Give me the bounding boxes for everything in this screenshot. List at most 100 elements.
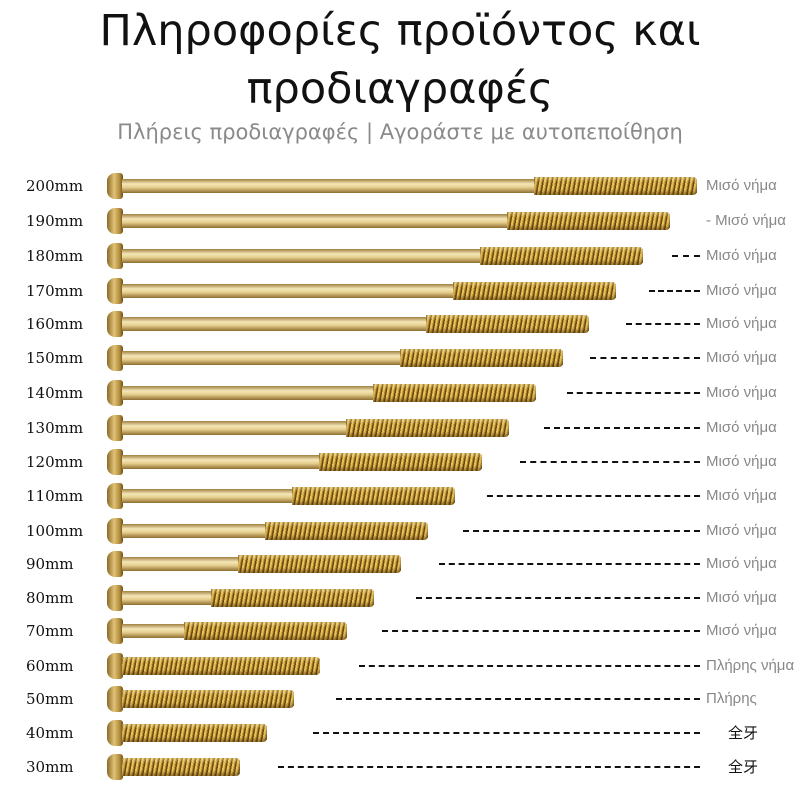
screw-head-icon bbox=[107, 585, 123, 611]
screw-thread bbox=[238, 555, 402, 573]
thread-type-label-word: Μισό bbox=[706, 384, 740, 401]
screw-thread bbox=[453, 282, 617, 300]
leader-line bbox=[439, 563, 700, 565]
screw-row: 120mm bbox=[0, 447, 800, 477]
screw-row: 200mm bbox=[0, 171, 800, 201]
screw-head-icon bbox=[107, 483, 123, 509]
screw-head-icon bbox=[107, 449, 123, 475]
thread-type-label-word: Μισό bbox=[706, 419, 740, 436]
size-label: 80mm bbox=[26, 589, 74, 607]
size-label: 70mm bbox=[26, 622, 74, 640]
thread-type-label: Πλήρης bbox=[706, 689, 757, 709]
thread-type-label: - Μισό νήμα bbox=[706, 211, 786, 231]
leader-line bbox=[463, 530, 700, 532]
thread-type-label-word: νήμα bbox=[743, 315, 777, 332]
screw-head-icon bbox=[107, 653, 123, 679]
thread-type-label-word: Πλήρης bbox=[706, 690, 757, 707]
thread-type-label-word: Μισό bbox=[706, 555, 740, 572]
screw-thread bbox=[534, 177, 697, 195]
leader-line bbox=[382, 630, 700, 632]
screw-head-icon bbox=[107, 208, 123, 234]
screw-thread bbox=[507, 212, 671, 230]
screw-head-icon bbox=[107, 311, 123, 337]
thread-type-label-word: νήμα bbox=[743, 622, 777, 639]
thread-type-label-word: νήμα bbox=[743, 555, 777, 572]
thread-type-label: Μισό νήμα bbox=[706, 521, 777, 541]
leader-line bbox=[567, 392, 700, 394]
thread-type-label: Μισό νήμα bbox=[706, 621, 777, 641]
screw-row: 80mm bbox=[0, 583, 800, 613]
screw-thread bbox=[345, 419, 509, 437]
thread-type-label-word: Μισό bbox=[706, 522, 740, 539]
screw-thread bbox=[318, 453, 482, 471]
thread-type-label-word: νήμα bbox=[743, 384, 777, 401]
size-label: 140mm bbox=[26, 384, 84, 402]
screw-row: 140mm bbox=[0, 378, 800, 408]
size-label: 90mm bbox=[26, 555, 74, 573]
subtitle: Πλήρεις προδιαγραφές | Αγοράστε με αυτοπ… bbox=[117, 120, 683, 144]
screw-row: 90mm bbox=[0, 549, 800, 579]
thread-type-label-word: νήμα bbox=[743, 282, 777, 299]
leader-line bbox=[672, 255, 700, 257]
screw-thread bbox=[291, 487, 455, 505]
thread-type-label-word: Μισό bbox=[706, 282, 740, 299]
screw-row: 50mm bbox=[0, 684, 800, 714]
screw-row: 130mm bbox=[0, 413, 800, 443]
thread-type-label: Μισό νήμα bbox=[706, 452, 777, 472]
thread-type-label-word: Μισό bbox=[706, 453, 740, 470]
thread-type-label: Μισό νήμα bbox=[706, 281, 777, 301]
leader-line bbox=[336, 698, 700, 700]
size-label: 120mm bbox=[26, 453, 84, 471]
screw-head-icon bbox=[107, 278, 123, 304]
thread-type-label: Μισό νήμα bbox=[706, 418, 777, 438]
screw-head-icon bbox=[107, 173, 123, 199]
thread-type-label: Μισό νήμα bbox=[706, 588, 777, 608]
screw-thread bbox=[480, 247, 644, 265]
size-label: 180mm bbox=[26, 247, 84, 265]
screw-head-icon bbox=[107, 243, 123, 269]
page-title-line-2: προδιαγραφές bbox=[246, 64, 554, 114]
size-label: 30mm bbox=[26, 758, 74, 776]
thread-type-label: Μισό νήμα bbox=[706, 486, 777, 506]
size-label: 110mm bbox=[26, 487, 84, 505]
thread-type-label-word: Μισό bbox=[706, 315, 740, 332]
page-title-line-1: Πληροφορίες προϊόντος και bbox=[99, 6, 701, 56]
thread-type-label-word: νήμα bbox=[743, 487, 777, 504]
leader-line bbox=[278, 766, 700, 768]
size-label: 160mm bbox=[26, 315, 84, 333]
size-label: 60mm bbox=[26, 657, 74, 675]
thread-type-label-word: νήμα bbox=[743, 453, 777, 470]
screw-head-icon bbox=[107, 720, 123, 746]
thread-type-label: Μισό νήμα bbox=[706, 348, 777, 368]
size-label: 130mm bbox=[26, 419, 84, 437]
leader-line bbox=[520, 461, 700, 463]
screw-row: 190mm bbox=[0, 206, 800, 236]
thread-type-label: Μισό νήμα bbox=[706, 554, 777, 574]
thread-type-label-word: 全牙 bbox=[728, 724, 759, 742]
screw-row: 160mm bbox=[0, 309, 800, 339]
thread-type-label-word: Μισό bbox=[706, 349, 740, 366]
screw-thread bbox=[211, 589, 375, 607]
size-label: 150mm bbox=[26, 349, 84, 367]
screw-row: 100mm bbox=[0, 516, 800, 546]
screw-thread bbox=[122, 758, 240, 776]
screw-thread bbox=[265, 522, 428, 540]
leader-line bbox=[649, 290, 700, 292]
thread-type-label-word: νήμα bbox=[743, 177, 777, 194]
screw-thread bbox=[122, 657, 321, 675]
thread-type-label-word: Μισό bbox=[706, 589, 740, 606]
thread-type-label: 全牙 bbox=[728, 723, 758, 743]
screw-row: 60mm bbox=[0, 651, 800, 681]
screw-thread bbox=[184, 622, 348, 640]
thread-type-label-word: Μισό bbox=[706, 177, 740, 194]
thread-type-label: Μισό νήμα bbox=[706, 176, 777, 196]
thread-type-label-word: νήμα bbox=[743, 349, 777, 366]
screw-row: 110mm bbox=[0, 481, 800, 511]
thread-type-label-word: νήμα bbox=[760, 657, 795, 674]
size-label: 200mm bbox=[26, 177, 84, 195]
screw-head-icon bbox=[107, 518, 123, 544]
thread-type-label: Μισό νήμα bbox=[706, 383, 777, 403]
screw-row: 180mm bbox=[0, 241, 800, 271]
screw-thread bbox=[122, 690, 294, 708]
thread-type-label: 全牙 bbox=[728, 757, 758, 777]
